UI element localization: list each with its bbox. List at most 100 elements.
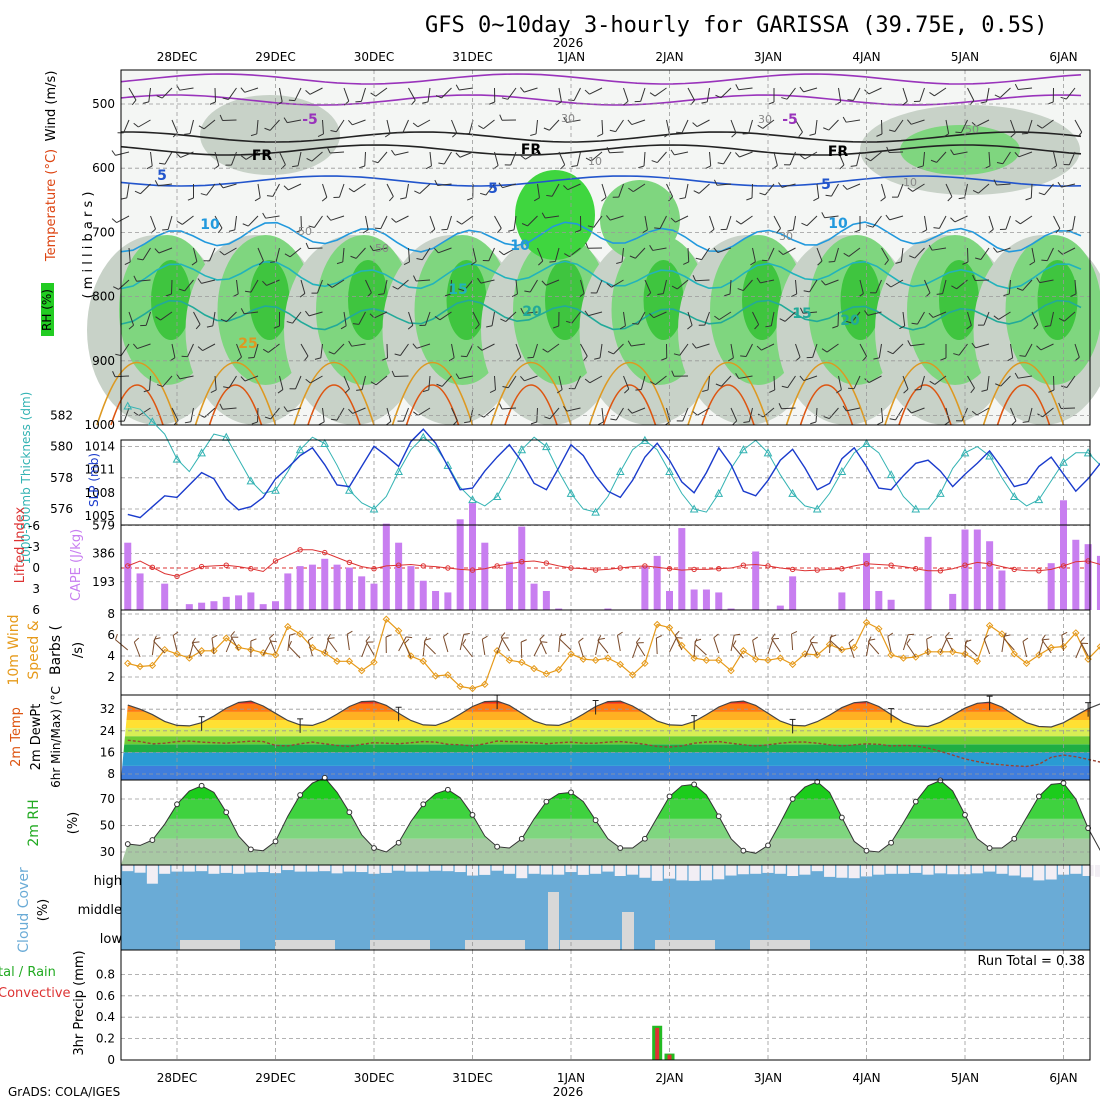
upper-wind-barb: [546, 194, 553, 197]
cape-bar: [444, 592, 452, 610]
upper-wind-barb: [940, 357, 947, 361]
wind-speed-point: [715, 656, 723, 664]
upper-wind-barb: [803, 290, 810, 293]
upper-wind-barb: [552, 325, 559, 329]
rh-point: [1035, 793, 1042, 800]
upper-wind-barb: [558, 375, 563, 390]
upper-wind-barb: [520, 307, 525, 314]
upper-wind-barb: [336, 407, 345, 421]
rh-point: [666, 793, 673, 800]
wind-speed-point: [998, 630, 1006, 638]
upper-wind-barb: [464, 421, 471, 424]
cloud-high-gap: [910, 865, 922, 873]
upper-wind-barb: [523, 87, 538, 93]
upper-wind-barb: [717, 162, 724, 165]
surface-wind-barb: [133, 637, 140, 643]
upper-wind-barb: [180, 151, 194, 158]
upper-wind-barb: [236, 356, 242, 362]
upper-wind-barb: [709, 151, 712, 166]
upper-wind-barb: [470, 261, 477, 266]
upper-wind-barb: [182, 215, 194, 225]
upper-wind-barb: [609, 215, 624, 221]
upper-wind-barb: [405, 183, 409, 198]
upper-wind-barb: [329, 151, 345, 154]
upper-wind-barb: [480, 279, 495, 284]
surface-wind-barb: [1041, 634, 1046, 641]
upper-wind-barb: [344, 388, 350, 394]
upper-wind-barb: [799, 375, 805, 381]
cape-bar: [321, 558, 329, 610]
rh-point: [814, 778, 821, 785]
cloud-low-block: [370, 940, 430, 950]
upper-wind-barb: [549, 261, 556, 263]
upper-wind-barb: [330, 215, 345, 221]
cloud-high-gap: [282, 865, 294, 871]
cape-bar: [395, 542, 403, 610]
upper-wind-barb: [523, 311, 538, 314]
date-label-bottom: 1JAN: [557, 1071, 585, 1085]
surface-wind-barb: [269, 633, 275, 639]
lifted-index-point: [937, 568, 944, 574]
upper-wind-barb: [422, 389, 429, 393]
upper-wind-barb: [999, 87, 1011, 98]
upper-wind-barb: [254, 197, 261, 202]
thickness-point: [936, 488, 945, 497]
isotherm-line: [120, 73, 1082, 85]
cloud-high-gap: [984, 865, 996, 872]
surface-wind-barb: [578, 637, 584, 643]
upper-wind-barb: [726, 215, 732, 230]
upper-wind-barb: [616, 261, 623, 264]
cloud-high-gap: [294, 865, 306, 872]
upper-wind-barb: [713, 179, 718, 186]
surface-wind-barb: [500, 637, 510, 652]
date-label-bottom: 29DEC: [255, 1071, 295, 1085]
upper-wind-barb: [257, 247, 264, 262]
upper-wind-barb: [825, 194, 832, 197]
upper-wind-barb: [510, 151, 517, 166]
upper-wind-barb: [914, 388, 921, 391]
surface-wind-barb: [539, 639, 547, 655]
upper-wind-barb: [114, 375, 130, 378]
upper-wind-barb: [380, 215, 388, 229]
upper-wind-barb: [655, 375, 667, 386]
isotherm-30: [602, 384, 657, 426]
thickness-point: [1009, 491, 1019, 501]
upper-wind-barb: [606, 283, 612, 288]
upper-wind-barb: [303, 355, 309, 362]
surface-wind-barb: [829, 634, 833, 641]
upper-wind-barb: [966, 325, 972, 330]
upper-wind-barb: [933, 227, 940, 229]
cloud-high-gap: [503, 865, 515, 874]
upper-wind-barb: [1000, 375, 1011, 387]
upper-wind-barb: [481, 343, 495, 351]
upper-wind-barb: [806, 215, 818, 227]
upper-wind-barb: [133, 122, 139, 128]
upper-wind-barb: [1018, 87, 1033, 90]
upper-wind-barb: [190, 407, 194, 422]
upper-wind-barb: [288, 183, 302, 191]
cape-bar: [555, 608, 563, 610]
upper-wind-barb: [502, 183, 517, 189]
upper-wind-barb: [424, 311, 431, 326]
upper-wind-barb: [698, 183, 710, 194]
upper-wind-barb: [407, 324, 414, 330]
precip-tick: 0: [107, 1053, 115, 1067]
upper-wind-barb: [206, 183, 216, 196]
cloud-axis-title: Cloud Cover: [16, 867, 32, 953]
upper-wind-barb: [515, 279, 518, 294]
upper-wind-barb: [228, 87, 237, 100]
wind-speed-point: [382, 615, 391, 623]
date-axis: 28DEC28DEC29DEC29DEC30DEC30DEC31DEC31DEC…: [157, 50, 1078, 1085]
upper-wind-barb: [1048, 389, 1055, 393]
upper-wind-barb: [485, 183, 495, 196]
cape-bar: [370, 583, 378, 610]
upper-wind-barb: [826, 343, 839, 353]
thickness-point: [517, 445, 527, 454]
upper-wind-barb: [1010, 119, 1016, 134]
upper-wind-barb: [165, 293, 172, 297]
upper-wind-barb: [706, 87, 710, 102]
lifted-index-point: [716, 566, 722, 572]
upper-wind-barb: [884, 259, 889, 266]
upper-wind-barb: [273, 325, 280, 329]
wind-speed-point: [912, 653, 920, 661]
